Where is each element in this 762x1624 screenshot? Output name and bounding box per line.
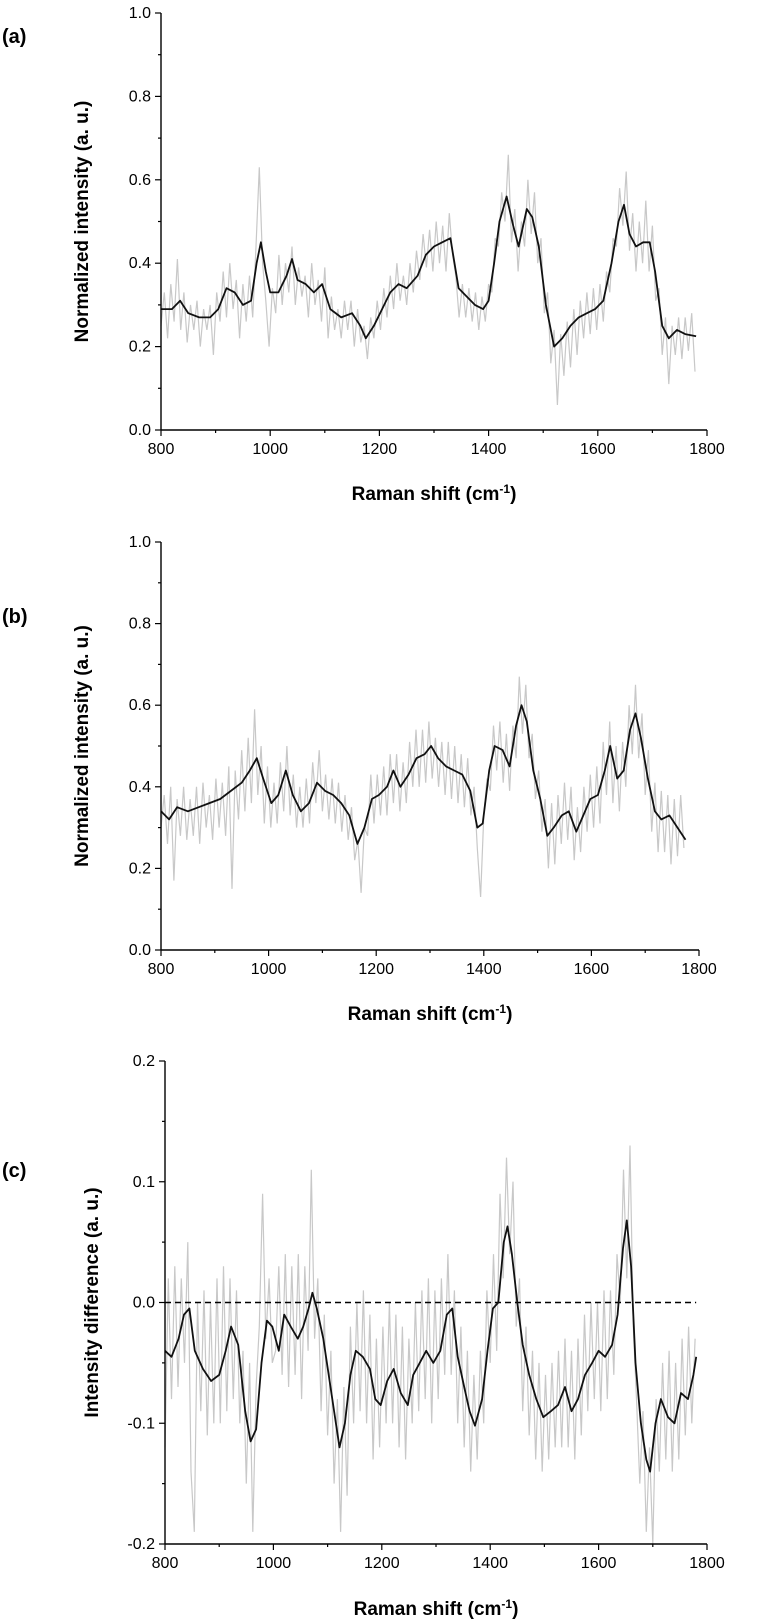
x-axis-title: Raman shift (cm-1) xyxy=(354,1597,519,1620)
x-tick-label: 1600 xyxy=(580,441,616,458)
y-tick-label: 0.8 xyxy=(129,616,151,633)
raw-spectrum-line xyxy=(164,1145,696,1545)
x-tick-label: 1400 xyxy=(472,1555,508,1572)
y-tick-label: -0.2 xyxy=(127,1536,155,1553)
panel-b: (b) 800 1000 1200 1400 1600 1800 0.0 0.2 0.4 0.6 0… xyxy=(0,520,762,1040)
x-tick-label: 1600 xyxy=(581,1555,617,1572)
y-axis-title: Normalized intensity (a. u.) xyxy=(72,101,93,343)
chart-c: 800 1000 1200 1400 1600 1800 -0.2 -0.1 0.0 0.1 0.2… xyxy=(82,1053,725,1620)
x-tick-label: 1800 xyxy=(689,441,725,458)
y-tick-label: 0.8 xyxy=(129,88,151,105)
y-axis-title: Intensity difference (a. u.) xyxy=(82,1187,103,1417)
smoothed-spectrum-line xyxy=(161,195,697,348)
y-tick-label: 0.1 xyxy=(133,1174,155,1191)
x-tick-label: 1000 xyxy=(256,1555,292,1572)
panel-label: (c) xyxy=(2,1160,27,1182)
y-axis-title: Normalized intensity (a. u.) xyxy=(72,625,93,867)
x-tick-label: 1800 xyxy=(689,1555,725,1572)
y-tick-label: 0.0 xyxy=(133,1295,155,1312)
y-tick-label: 0.6 xyxy=(129,697,151,714)
smoothed-spectrum-line xyxy=(164,1219,698,1473)
x-tick-label: 1800 xyxy=(681,961,717,978)
y-tick-label: 0.2 xyxy=(129,860,151,877)
y-tick-label: 0.0 xyxy=(129,942,151,959)
raw-spectrum-line xyxy=(160,154,696,406)
chart-b: 800 1000 1200 1400 1600 1800 0.0 0.2 0.4 0.6 0.8 1.… xyxy=(72,534,717,1025)
y-tick-label: 0.4 xyxy=(129,779,151,796)
x-tick-label: 1200 xyxy=(362,441,398,458)
x-tick-label: 1600 xyxy=(574,961,610,978)
x-tick-label: 1400 xyxy=(471,441,507,458)
x-tick-label: 800 xyxy=(152,1555,179,1572)
smoothed-spectrum-line xyxy=(160,704,687,845)
y-tick-label: 0.0 xyxy=(129,422,151,439)
x-tick-label: 1200 xyxy=(358,961,394,978)
panel-label: (a) xyxy=(2,26,27,48)
panel-a: (a) 800 1000 1200 1400 1600 1800 0.0 0.2 0.4 0.6 0… xyxy=(0,0,762,520)
y-tick-label: 1.0 xyxy=(129,5,151,22)
y-tick-label: 0.4 xyxy=(129,255,151,272)
y-tick-label: 0.6 xyxy=(129,172,151,189)
raw-spectrum-line xyxy=(160,676,685,898)
y-tick-label: 0.2 xyxy=(133,1053,155,1070)
panel-c: (c) 800 1000 1200 1400 1600 1800 -0.2 -0.1 0.0 0.… xyxy=(0,1040,762,1624)
x-axis-title: Raman shift (cm-1) xyxy=(348,1002,513,1025)
x-tick-label: 1000 xyxy=(251,961,287,978)
x-tick-label: 1400 xyxy=(466,961,502,978)
x-axis-title: Raman shift (cm-1) xyxy=(352,482,517,505)
panel-label: (b) xyxy=(2,606,28,628)
y-tick-label: -0.1 xyxy=(127,1415,155,1432)
y-tick-label: 1.0 xyxy=(129,534,151,551)
y-tick-label: 0.2 xyxy=(129,339,151,356)
x-tick-label: 800 xyxy=(148,441,175,458)
x-tick-label: 1200 xyxy=(364,1555,400,1572)
x-tick-label: 1000 xyxy=(252,441,288,458)
chart-a: 800 1000 1200 1400 1600 1800 0.0 0.2 0.4 0.6 0.8 1.… xyxy=(72,5,725,505)
x-tick-label: 800 xyxy=(148,961,175,978)
